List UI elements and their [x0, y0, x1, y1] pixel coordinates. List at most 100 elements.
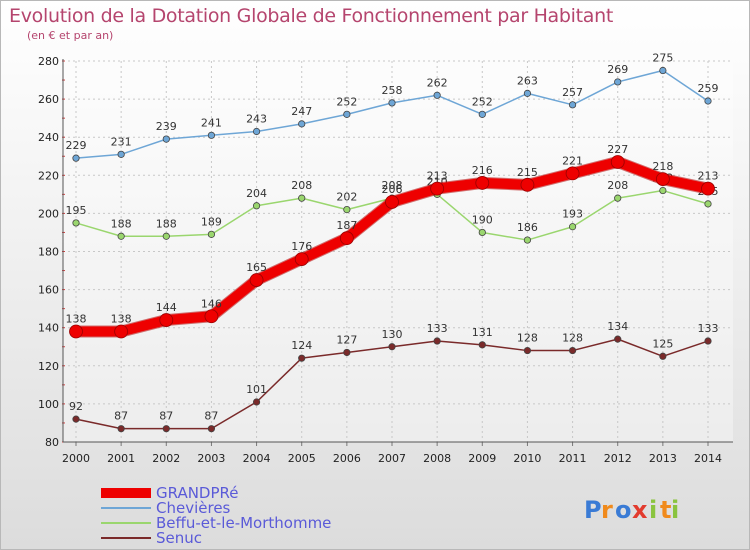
- data-label: 206: [382, 183, 403, 196]
- legend-label: Senuc: [156, 529, 202, 547]
- data-point: [523, 346, 532, 355]
- y-tick-label: 240: [38, 131, 59, 144]
- data-point: [339, 231, 354, 246]
- data-label: 239: [156, 120, 177, 133]
- data-point: [69, 324, 83, 339]
- x-tick-label: 2009: [468, 452, 496, 465]
- data-point: [659, 66, 667, 75]
- data-point: [430, 181, 445, 196]
- data-label: 138: [66, 313, 87, 326]
- series-3: 92 87 87 87 101 124 127 130 133 131 128 128 134 125 13…: [69, 320, 719, 433]
- legend-item-3: Senuc: [101, 529, 202, 547]
- data-label: 190: [472, 213, 493, 226]
- data-point: [204, 309, 219, 324]
- data-label: 128: [517, 332, 538, 345]
- data-point: [72, 154, 80, 162]
- y-tick-label: 120: [38, 360, 59, 373]
- data-label: 208: [291, 179, 312, 192]
- data-label: 221: [562, 154, 583, 167]
- data-label: 252: [472, 95, 493, 108]
- y-tick-label: 180: [38, 246, 59, 259]
- data-point: [298, 120, 306, 128]
- y-tick-label: 260: [38, 93, 59, 106]
- legend-item-2: Beffu-et-le-Morthomme: [101, 514, 331, 532]
- data-label: 252: [336, 95, 357, 108]
- data-label: 128: [562, 332, 583, 345]
- data-point: [117, 425, 125, 433]
- data-point: [294, 252, 309, 267]
- data-label: 269: [607, 63, 628, 76]
- data-label: 243: [246, 112, 267, 125]
- series-2: 1951881881892042082022082101901861932082…: [66, 172, 719, 244]
- data-label: 247: [291, 105, 312, 118]
- data-label: 131: [472, 326, 493, 339]
- data-label: 258: [382, 84, 403, 97]
- data-point: [701, 181, 715, 196]
- data-label: 241: [201, 116, 222, 129]
- data-label: 231: [111, 135, 132, 148]
- data-label: 188: [156, 217, 177, 230]
- data-label: 87: [159, 410, 173, 423]
- data-label: 144: [156, 301, 177, 314]
- x-tick-label: 2005: [288, 452, 316, 465]
- data-label: 213: [427, 170, 448, 183]
- data-point: [343, 348, 351, 357]
- y-tick-label: 100: [38, 398, 59, 411]
- x-tick-label: 2006: [333, 452, 361, 465]
- data-point: [249, 273, 264, 287]
- data-point: [117, 150, 125, 158]
- x-tick-label: 2012: [604, 452, 632, 465]
- x-tick-label: 2001: [107, 452, 135, 465]
- data-point: [117, 232, 125, 240]
- data-label: 263: [517, 74, 538, 87]
- x-tick-label: 2002: [152, 452, 180, 465]
- data-label: 275: [652, 52, 673, 65]
- data-label: 195: [66, 204, 87, 217]
- data-label: 186: [517, 221, 538, 234]
- data-label: 213: [698, 170, 719, 183]
- data-label: 193: [562, 208, 583, 221]
- x-tick-label: 2008: [423, 452, 451, 465]
- data-point: [565, 166, 580, 181]
- data-label: 262: [427, 76, 448, 89]
- data-label: 257: [562, 86, 583, 99]
- data-label: 87: [114, 410, 128, 423]
- data-point: [207, 230, 216, 238]
- data-point: [298, 354, 306, 362]
- data-point: [614, 194, 622, 202]
- data-point: [478, 110, 486, 118]
- data-label: 176: [291, 240, 312, 253]
- x-tick-label: 2014: [694, 452, 722, 465]
- data-label: 218: [652, 160, 673, 173]
- data-point: [298, 194, 306, 202]
- data-label: 204: [246, 187, 267, 200]
- data-label: 134: [607, 320, 628, 333]
- logo-letter: x: [632, 496, 648, 524]
- data-point: [207, 131, 216, 139]
- data-label: 227: [607, 143, 628, 156]
- data-point: [568, 101, 577, 109]
- data-point: [72, 219, 80, 227]
- logo-letter: r: [601, 496, 613, 524]
- chart-title: Evolution de la Dotation Globale de Fonc…: [9, 5, 614, 27]
- plot-area: [63, 59, 733, 442]
- data-label: 125: [652, 337, 673, 350]
- data-point: [523, 236, 532, 244]
- logo-letter: P: [584, 496, 602, 524]
- x-tick-label: 2011: [559, 452, 587, 465]
- data-label: 138: [111, 313, 132, 326]
- data-point: [704, 337, 712, 345]
- chart-subtitle: (en € et par an): [27, 29, 114, 42]
- data-label: 229: [66, 139, 87, 152]
- x-tick-label: 2003: [197, 452, 225, 465]
- data-label: 188: [111, 217, 132, 230]
- data-label: 216: [472, 164, 493, 177]
- x-tick-label: 2010: [513, 452, 541, 465]
- legend-label: GRANDPRé: [156, 484, 239, 502]
- data-point: [388, 99, 396, 107]
- data-point: [252, 127, 261, 136]
- data-point: [568, 223, 577, 231]
